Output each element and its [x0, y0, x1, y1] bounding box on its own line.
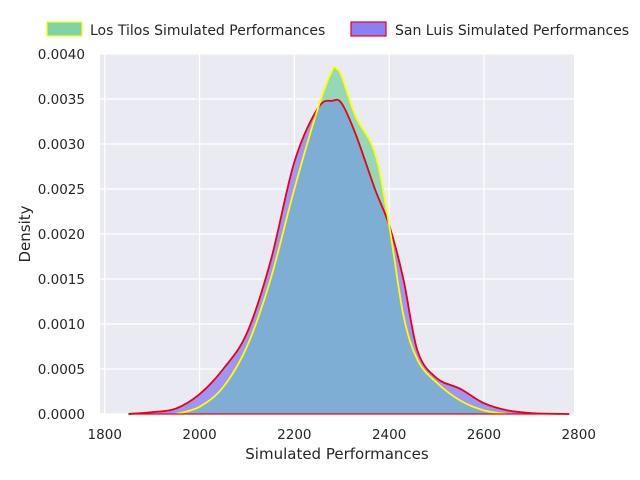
y-tick-label-6: 0.0030 [38, 137, 85, 153]
x-tick-label-0: 1800 [88, 427, 122, 443]
x-axis-ticks: 1800 2000 2200 2400 2600 2800 [88, 427, 596, 443]
y-tick-label-4: 0.0020 [38, 227, 85, 243]
legend-label-los-tilos: Los Tilos Simulated Performances [90, 23, 325, 39]
y-tick-label-1: 0.0005 [38, 362, 85, 378]
density-overlap-area [175, 99, 508, 414]
legend-swatch-san-luis [350, 21, 387, 37]
x-tick-label-4: 2600 [467, 427, 501, 443]
y-axis-ticks: 0.0000 0.0005 0.0010 0.0015 0.0020 0.0025 0.00… [38, 47, 85, 423]
legend-swatch-los-tilos [46, 21, 83, 37]
y-tick-label-2: 0.0010 [38, 317, 85, 333]
y-tick-label-3: 0.0015 [38, 272, 85, 288]
x-axis-label: Simulated Performances [245, 445, 429, 463]
x-tick-label-1: 2000 [182, 427, 216, 443]
x-tick-label-5: 2800 [562, 427, 596, 443]
y-tick-label-8: 0.0040 [38, 47, 85, 63]
y-axis-label: Density [16, 205, 34, 262]
y-tick-label-5: 0.0025 [38, 182, 85, 198]
legend-label-san-luis: San Luis Simulated Performances [395, 23, 629, 39]
series-layer [128, 65, 570, 415]
y-tick-label-7: 0.0035 [38, 92, 85, 108]
x-tick-label-2: 2200 [277, 427, 311, 443]
x-tick-label-3: 2400 [372, 427, 406, 443]
density-line-san-luis [128, 98, 570, 415]
density-line-los-tilos [175, 65, 508, 415]
y-tick-label-0: 0.0000 [38, 407, 85, 423]
legend: Los Tilos Simulated Performances San Lui… [46, 21, 629, 39]
